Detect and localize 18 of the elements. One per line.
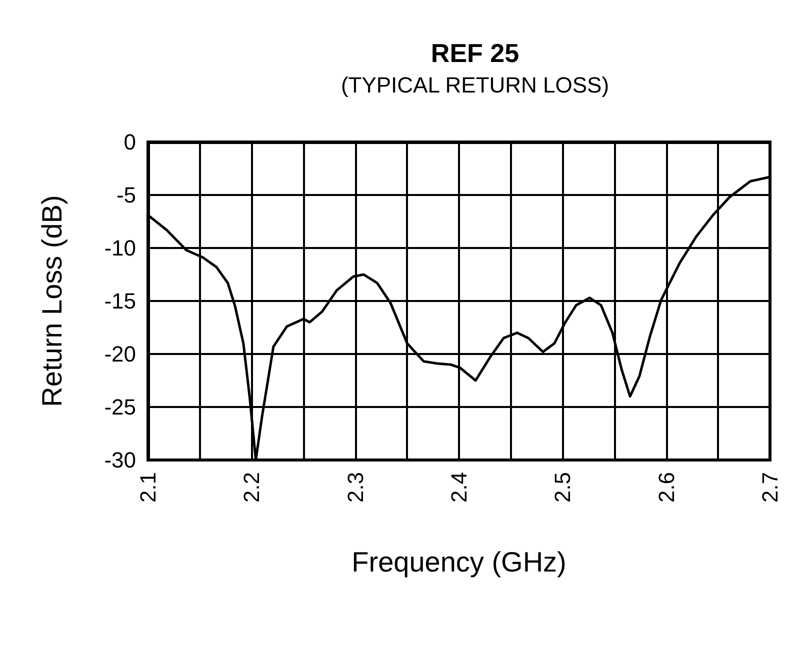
y-tick-label: -10 xyxy=(104,236,136,260)
chart-title: REF 25 xyxy=(430,38,520,68)
x-tick-label: 2.1 xyxy=(136,472,160,503)
x-tick-label: 2.2 xyxy=(239,472,264,503)
x-tick-label: 2.6 xyxy=(654,472,679,503)
y-tick-label: -15 xyxy=(104,288,136,314)
x-tick-label: 2.3 xyxy=(342,472,368,503)
x-tick-label: 2.4 xyxy=(446,472,472,503)
y-tick-label: -5 xyxy=(116,182,136,208)
x-tick-label: 2.7 xyxy=(758,472,782,503)
chart-subtitle: (TYPICAL RETURN LOSS) xyxy=(340,72,610,98)
y-tick-label: -20 xyxy=(104,342,136,366)
y-tick-label: -25 xyxy=(104,394,136,420)
y-tick-label: -30 xyxy=(104,448,136,472)
x-axis-title: Frequency (GHz) xyxy=(352,546,566,578)
y-tick-label: 0 xyxy=(124,130,136,154)
x-tick-label: 2.5 xyxy=(550,472,576,503)
y-axis-title: Return Loss (dB) xyxy=(36,195,68,407)
